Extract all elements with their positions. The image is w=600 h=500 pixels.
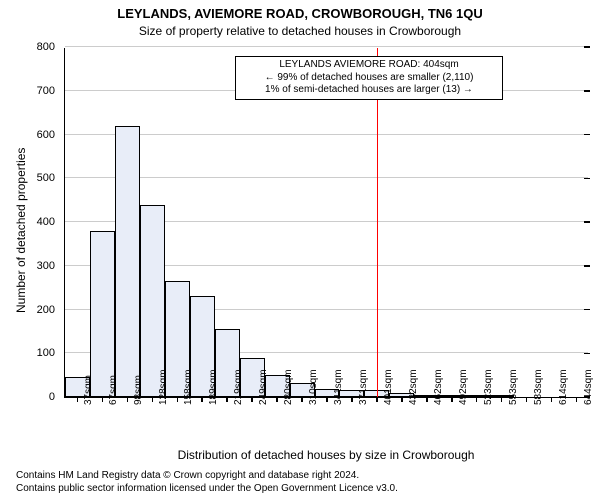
y-axis-label: Number of detached properties (14, 148, 28, 313)
ytick-mark (584, 265, 590, 267)
xtick-label: 644sqm (581, 369, 594, 405)
ytick-label: 400 (37, 216, 65, 228)
ytick-label: 500 (37, 172, 65, 184)
xtick-label: 553sqm (506, 369, 519, 405)
marker-vline (377, 48, 378, 397)
xtick-mark (351, 397, 353, 402)
ytick-label: 800 (37, 41, 65, 53)
ytick-label: 0 (49, 391, 65, 403)
annotation-box: LEYLANDS AVIEMORE ROAD: 404sqm ← 99% of … (235, 56, 503, 100)
ytick-mark (584, 221, 590, 223)
xtick-mark (201, 397, 203, 402)
xtick-label: 492sqm (456, 369, 469, 405)
xtick-mark (152, 397, 154, 402)
xtick-mark (251, 397, 253, 402)
xtick-mark (426, 397, 428, 402)
xtick-mark (77, 397, 79, 402)
xtick-mark (276, 397, 278, 402)
xtick-mark (102, 397, 104, 402)
ytick-mark (584, 134, 590, 136)
xtick-mark (376, 397, 378, 402)
histogram-bar (90, 231, 115, 397)
ytick-label: 100 (37, 347, 65, 359)
xtick-mark (501, 397, 503, 402)
x-axis-label: Distribution of detached houses by size … (64, 448, 588, 462)
xtick-mark (401, 397, 403, 402)
chart-supertitle: LEYLANDS, AVIEMORE ROAD, CROWBOROUGH, TN… (0, 6, 600, 21)
ytick-label: 200 (37, 304, 65, 316)
ytick-mark (584, 90, 590, 92)
xtick-mark (526, 397, 528, 402)
annotation-line-1: LEYLANDS AVIEMORE ROAD: 404sqm (240, 59, 498, 72)
ytick-mark (584, 353, 590, 355)
ytick-mark (584, 309, 590, 311)
xtick-label: 462sqm (431, 369, 444, 405)
xtick-label: 614sqm (556, 369, 569, 405)
xtick-label: 432sqm (406, 369, 419, 405)
histogram-bar (140, 205, 165, 398)
copyright-line-1: Contains HM Land Registry data © Crown c… (16, 470, 600, 483)
xtick-mark (226, 397, 228, 402)
ytick-label: 300 (37, 260, 65, 272)
chart-subtitle: Size of property relative to detached ho… (0, 24, 600, 38)
xtick-mark (551, 397, 553, 402)
ytick-label: 600 (37, 129, 65, 141)
xtick-label: 341sqm (331, 369, 344, 405)
xtick-label: 583sqm (531, 369, 544, 405)
xtick-mark (451, 397, 453, 402)
xtick-mark (476, 397, 478, 402)
gridline (65, 177, 588, 178)
xtick-label: 310sqm (306, 369, 319, 405)
copyright-block: Contains HM Land Registry data © Crown c… (0, 470, 600, 495)
xtick-mark (326, 397, 328, 402)
xtick-label: 523sqm (481, 369, 494, 405)
annotation-line-2: ← 99% of detached houses are smaller (2,… (240, 72, 498, 85)
gridline (65, 134, 588, 135)
xtick-mark (177, 397, 179, 402)
histogram-bar (115, 126, 140, 397)
plot-area: 010020030040050060070080037sqm67sqm98sqm… (64, 48, 588, 398)
annotation-line-3: 1% of semi-detached houses are larger (1… (240, 84, 498, 97)
xtick-label: 401sqm (381, 369, 394, 405)
ytick-label: 700 (37, 85, 65, 97)
copyright-line-2: Contains public sector information licen… (16, 483, 600, 496)
ytick-mark (584, 46, 590, 48)
histogram-chart: LEYLANDS, AVIEMORE ROAD, CROWBOROUGH, TN… (0, 0, 600, 500)
ytick-mark (584, 178, 590, 180)
xtick-mark (301, 397, 303, 402)
gridline (65, 46, 588, 47)
xtick-mark (576, 397, 578, 402)
xtick-label: 371sqm (356, 369, 369, 405)
xtick-mark (127, 397, 129, 402)
